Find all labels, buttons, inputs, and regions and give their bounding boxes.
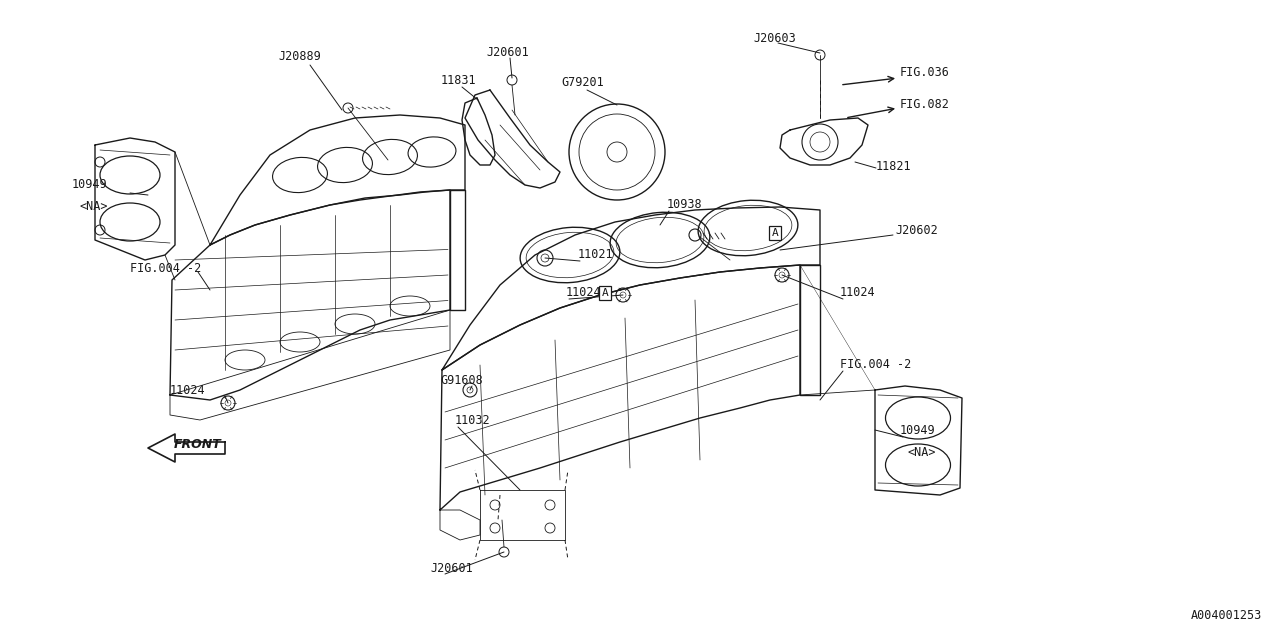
Text: 11024: 11024 [170,383,206,397]
Text: 11821: 11821 [876,161,911,173]
Text: A: A [602,288,608,298]
Text: FIG.004 -2: FIG.004 -2 [840,358,911,371]
Text: J20601: J20601 [486,45,530,58]
Text: <NA>: <NA> [908,445,937,458]
Text: J20603: J20603 [754,31,796,45]
Text: 10949: 10949 [72,179,108,191]
Text: 11831: 11831 [440,74,476,86]
Text: J20601: J20601 [430,561,472,575]
Text: 11024: 11024 [566,287,602,300]
Text: 11024: 11024 [840,287,876,300]
Text: G91608: G91608 [440,374,483,387]
Text: <NA>: <NA> [79,200,109,214]
Text: FIG.004 -2: FIG.004 -2 [131,262,201,275]
Text: J20889: J20889 [279,51,321,63]
Text: 11021: 11021 [579,248,613,262]
Text: A004001253: A004001253 [1190,609,1262,622]
Text: 10938: 10938 [667,198,703,211]
Text: A: A [772,228,778,238]
Text: FIG.036: FIG.036 [900,65,950,79]
Text: 11032: 11032 [454,413,490,426]
Text: J20602: J20602 [895,223,938,237]
Text: FRONT: FRONT [174,438,221,451]
Text: 10949: 10949 [900,424,936,436]
Polygon shape [148,434,225,462]
Text: G79201: G79201 [562,76,604,88]
Text: FIG.082: FIG.082 [900,97,950,111]
